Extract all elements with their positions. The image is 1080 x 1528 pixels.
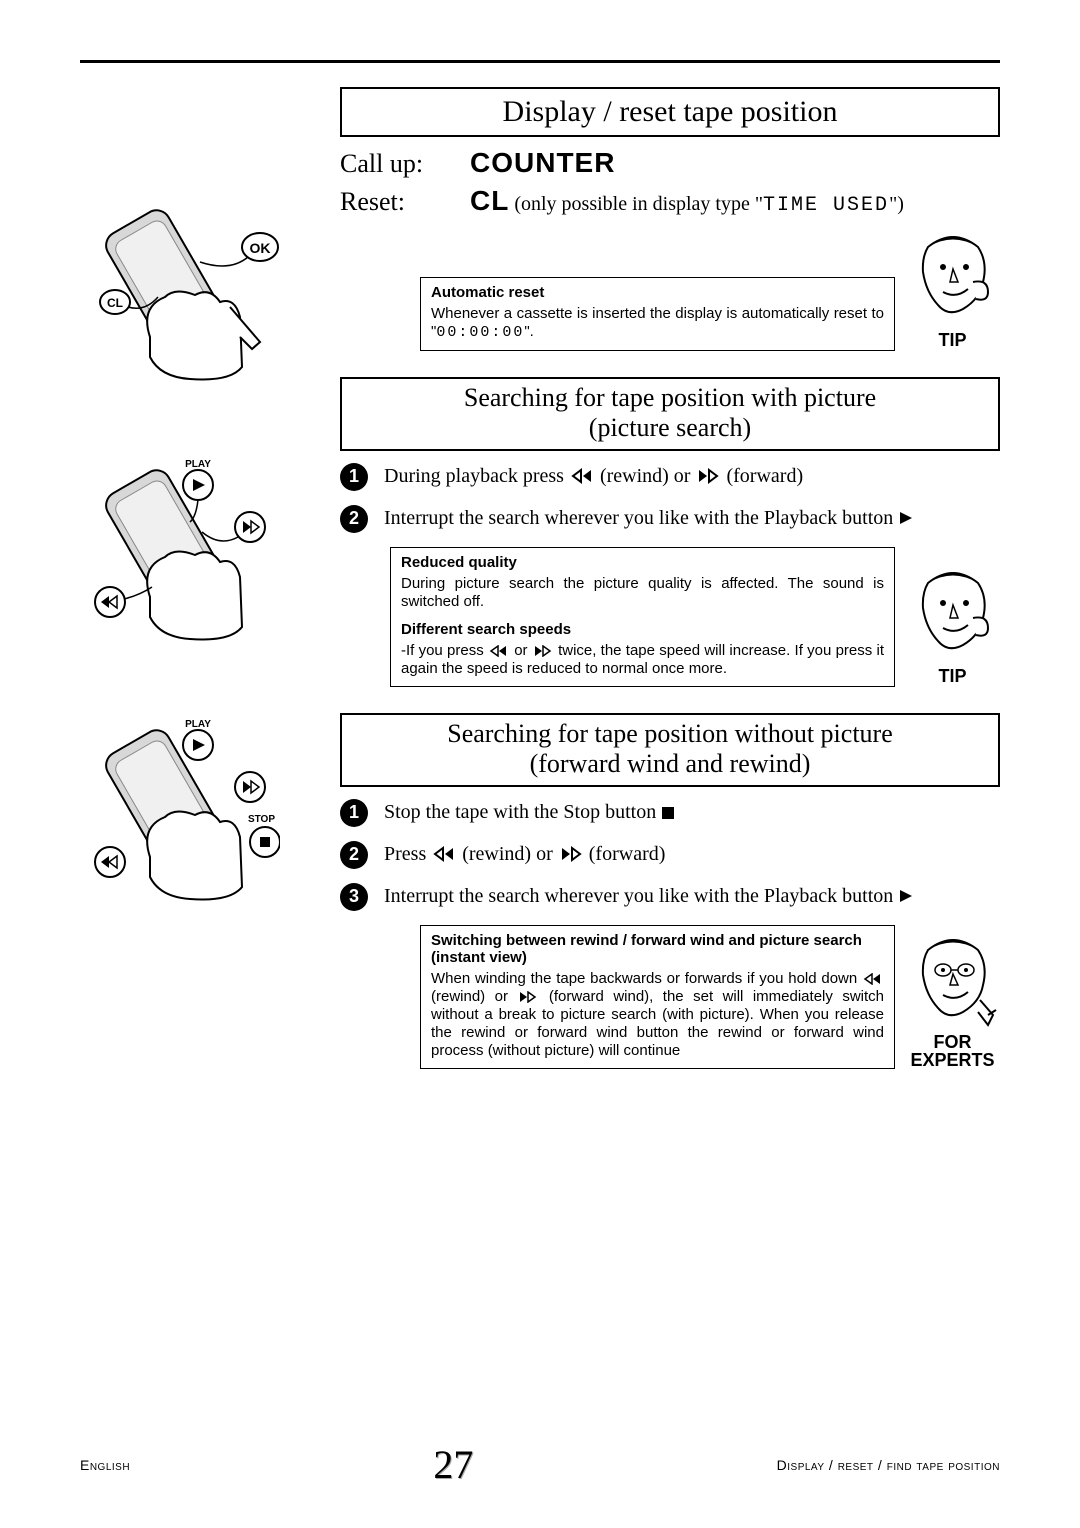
section3-title: Searching for tape position without pict…: [340, 713, 1000, 787]
page-number: 27: [433, 1441, 473, 1488]
rewind-icon: [862, 973, 884, 985]
section3-step2: 2 Press (rewind) or (forward): [340, 841, 1000, 869]
tip3-title: Switching between rewind / forward wind …: [431, 932, 884, 966]
reset-note-b: "): [889, 193, 904, 215]
remote-illustration-3: PLAY STOP: [80, 707, 280, 907]
step-number: 1: [340, 799, 368, 827]
tip-3: Switching between rewind / forward wind …: [420, 925, 1000, 1069]
tip2-body2: -If you press or twice, the tape speed w…: [401, 642, 884, 678]
callup-value: COUNTER: [470, 147, 615, 179]
rewind-icon: [569, 468, 595, 484]
tip2-label: TIP: [905, 666, 1000, 687]
svg-text:PLAY: PLAY: [185, 719, 211, 730]
page-footer: English 27 Display / reset / find tape p…: [80, 1441, 1000, 1488]
play-icon: [898, 510, 914, 526]
left-column: OK CL PLAY: [80, 87, 310, 1095]
reset-note-mono: TIME USED: [763, 194, 889, 217]
section2-step2: 2 Interrupt the search wherever you like…: [340, 505, 1000, 533]
tip-1: Automatic reset Whenever a cassette is i…: [420, 227, 1000, 351]
svg-text:OK: OK: [250, 240, 271, 256]
reset-label: Reset:: [340, 187, 450, 217]
callup-row: Call up: COUNTER: [340, 147, 1000, 179]
tip1-title: Automatic reset: [431, 284, 884, 301]
section1-title: Display / reset tape position: [340, 87, 1000, 137]
svg-text:PLAY: PLAY: [185, 459, 211, 470]
callup-label: Call up:: [340, 149, 450, 179]
footer-language: English: [80, 1457, 130, 1473]
tip-2: Reduced quality During picture search th…: [390, 547, 1000, 687]
forward-icon: [695, 468, 721, 484]
tip3-label: FOREXPERTS: [905, 1033, 1000, 1069]
step-number: 1: [340, 463, 368, 491]
section3-step1: 1 Stop the tape with the Stop button: [340, 799, 1000, 827]
tip2-title2: Different search speeds: [401, 621, 884, 638]
right-column: Display / reset tape position Call up: C…: [340, 87, 1000, 1095]
step-number: 3: [340, 883, 368, 911]
tip3-face: FOREXPERTS: [905, 930, 1000, 1069]
reset-value: CL: [470, 185, 509, 216]
step-number: 2: [340, 841, 368, 869]
forward-icon: [532, 645, 554, 657]
tip1-body: Whenever a cassette is inserted the disp…: [431, 305, 884, 342]
play-icon: [898, 888, 914, 904]
tip2-face: TIP: [905, 563, 1000, 687]
forward-icon: [558, 846, 584, 862]
tip2-body1: During picture search the picture qualit…: [401, 575, 884, 611]
section2-title: Searching for tape position with picture…: [340, 377, 1000, 451]
tip1-face: TIP: [905, 227, 1000, 351]
forward-icon: [517, 991, 539, 1003]
tip1-label: TIP: [905, 330, 1000, 351]
section3-step3: 3 Interrupt the search wherever you like…: [340, 883, 1000, 911]
rewind-icon: [488, 645, 510, 657]
step-number: 2: [340, 505, 368, 533]
reset-row: Reset: CL (only possible in display type…: [340, 185, 1000, 217]
remote-illustration-2: PLAY: [80, 447, 280, 647]
svg-text:STOP: STOP: [248, 814, 275, 825]
section2-step1: 1 During playback press (rewind) or (for…: [340, 463, 1000, 491]
remote-illustration-1: OK CL: [80, 187, 280, 387]
svg-text:CL: CL: [107, 296, 123, 310]
stop-icon: [661, 806, 675, 820]
reset-note-a: (only possible in display type ": [509, 193, 763, 215]
top-rule: [80, 60, 1000, 63]
tip2-title1: Reduced quality: [401, 554, 884, 571]
rewind-icon: [431, 846, 457, 862]
tip3-body: When winding the tape backwards or forwa…: [431, 970, 884, 1060]
footer-section: Display / reset / find tape position: [777, 1457, 1000, 1473]
